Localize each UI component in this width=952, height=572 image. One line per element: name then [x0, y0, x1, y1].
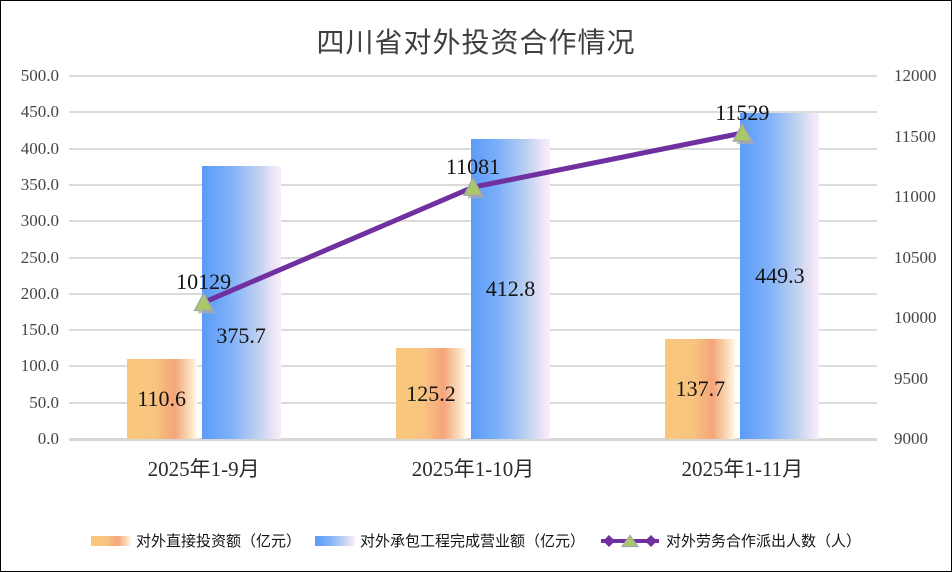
y-axis-tick-right: 10500	[894, 247, 937, 267]
x-axis-label: 2025年1-9月	[147, 457, 260, 481]
bar-value-label: 449.3	[755, 262, 805, 288]
gridline	[69, 111, 877, 114]
line-value-label: 10129	[176, 269, 232, 295]
bar-value-label: 110.6	[137, 385, 186, 411]
y-axis-tick-right: 10000	[894, 308, 937, 327]
bar-direct-investment	[665, 339, 736, 439]
bar-value-label: 137.7	[675, 376, 726, 401]
legend-item-contract-revenue: 对外承包工程完成营业额（亿元）	[314, 530, 585, 551]
y-axis-tick-left: 0.0	[37, 429, 59, 448]
bar-contract-revenue	[201, 166, 281, 439]
blue-bar-swatch-icon	[314, 535, 355, 546]
legend-item-direct-investment: 对外直接投资额（亿元）	[90, 530, 301, 551]
orange-bar-swatch-icon	[90, 535, 131, 546]
legend-label-direct-investment: 对外直接投资额（亿元）	[135, 534, 301, 550]
y-axis-tick-left: 150.0	[20, 320, 59, 340]
line-value-label: 11081	[445, 154, 501, 180]
bar-contract-revenue	[740, 112, 820, 439]
y-axis-tick-left: 500.0	[20, 66, 59, 85]
diamond-marker-icon	[603, 534, 615, 547]
bar-direct-investment	[126, 358, 197, 439]
line-value-label: 11529	[715, 99, 770, 125]
bar-value-label: 412.8	[485, 276, 536, 302]
gridline	[69, 438, 877, 441]
bar-value-label: 125.2	[406, 380, 456, 406]
y-axis-tick-left: 50.0	[29, 392, 59, 412]
y-axis-tick-right: 9500	[894, 368, 928, 388]
bar-value-label: 375.7	[216, 323, 266, 349]
chart-title: 四川省对外投资合作情况	[316, 28, 636, 59]
y-axis-tick-left: 400.0	[20, 138, 59, 158]
x-axis-label: 2025年1-10月	[411, 457, 535, 481]
gridline	[69, 75, 877, 77]
y-axis-tick-left: 350.0	[20, 174, 59, 194]
legend-label-contract-revenue: 对外承包工程完成营业额（亿元）	[359, 534, 585, 550]
y-axis-tick-right: 12000	[894, 66, 937, 85]
legend: 对外直接投资额（亿元） 对外承包工程完成营业额（亿元） 对外劳务合作派出人数（人…	[1, 530, 951, 551]
y-axis-tick-left: 100.0	[20, 356, 59, 376]
y-axis-tick-left: 200.0	[20, 283, 59, 303]
triangle-marker-icon	[620, 533, 640, 547]
y-axis-tick-right: 11000	[894, 187, 936, 206]
line-marker-swatch-icon	[601, 533, 659, 547]
y-axis-tick-left: 250.0	[20, 247, 59, 267]
bar-direct-investment	[396, 348, 466, 439]
y-axis-tick-right: 9000	[894, 429, 928, 448]
y-axis-tick-right: 11500	[894, 126, 936, 146]
y-axis-tick-left: 300.0	[20, 211, 59, 231]
x-axis-label: 2025年1-11月	[681, 457, 804, 481]
legend-label-labor-dispatch: 对外劳务合作派出人数（人）	[666, 534, 862, 550]
legend-item-labor-dispatch: 对外劳务合作派出人数（人）	[599, 530, 861, 551]
diamond-marker-icon	[645, 534, 657, 547]
y-axis-tick-left: 450.0	[20, 102, 59, 122]
